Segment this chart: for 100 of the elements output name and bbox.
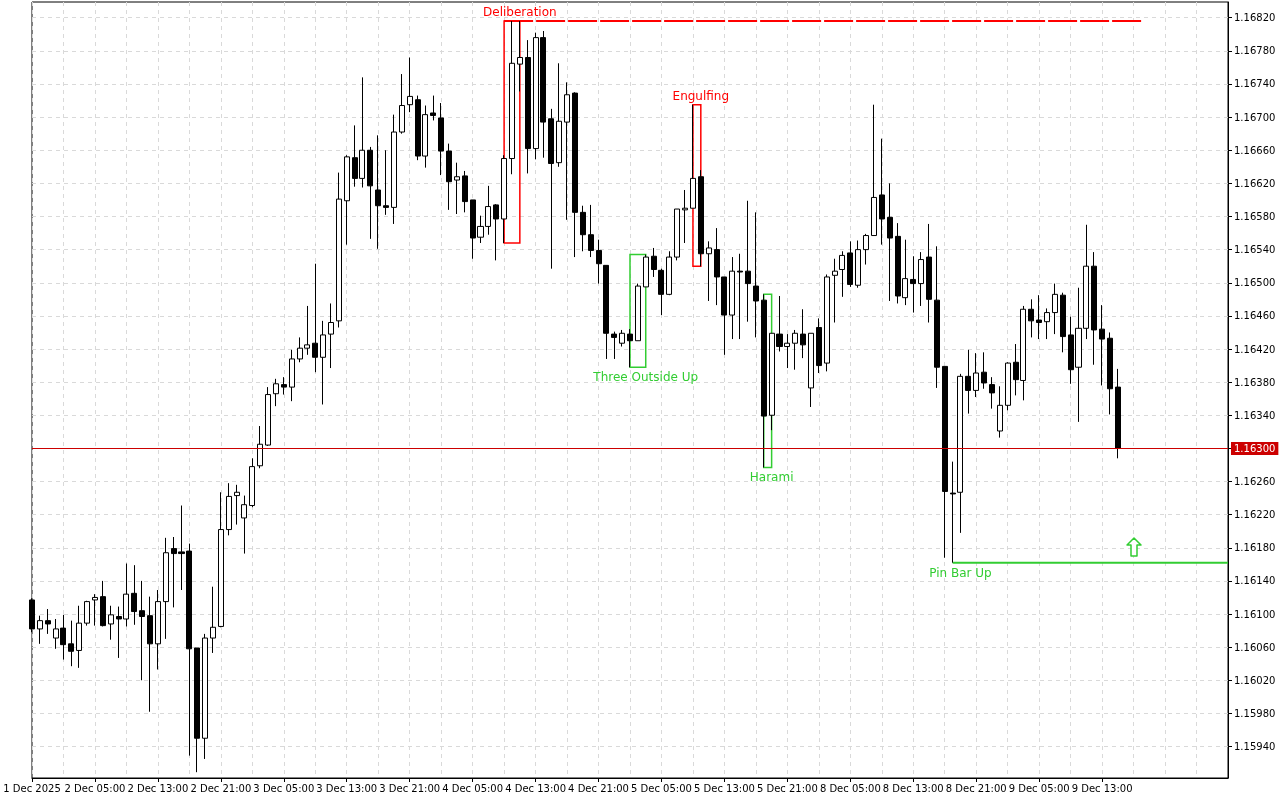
y-tick-label: 1.16340 bbox=[1234, 409, 1276, 421]
candlestick bbox=[1036, 294, 1042, 340]
candlestick bbox=[194, 647, 200, 773]
candlestick bbox=[399, 73, 405, 135]
candlestick bbox=[336, 172, 342, 328]
candlestick bbox=[407, 56, 413, 113]
x-tick-label: 3 Dec 13:00 bbox=[316, 782, 378, 794]
candlestick bbox=[910, 255, 916, 314]
candlestick bbox=[257, 425, 263, 469]
x-tick-label: 5 Dec 05:00 bbox=[631, 782, 692, 794]
candlestick bbox=[934, 245, 940, 389]
candlestick bbox=[501, 154, 507, 244]
x-tick-label: 4 Dec 13:00 bbox=[505, 782, 567, 794]
candlestick bbox=[241, 495, 247, 555]
candlestick bbox=[588, 204, 594, 258]
candlestick bbox=[643, 254, 649, 288]
candlestick bbox=[92, 593, 98, 627]
candlestick bbox=[131, 564, 137, 626]
candlestick bbox=[517, 20, 523, 92]
x-tick-label: 4 Dec 05:00 bbox=[442, 782, 504, 794]
y-tick-label: 1.16100 bbox=[1234, 608, 1276, 620]
candlestick bbox=[800, 308, 806, 359]
annotation: Deliberation bbox=[483, 5, 557, 20]
y-tick-label: 1.16380 bbox=[1234, 376, 1276, 388]
candlestick bbox=[564, 81, 570, 221]
candlestick bbox=[383, 149, 389, 216]
candlestick bbox=[627, 328, 633, 368]
x-tick-label: 2 Dec 13:00 bbox=[127, 782, 189, 794]
x-tick-label: 4 Dec 21:00 bbox=[568, 782, 629, 794]
candlestick bbox=[218, 491, 224, 628]
candlestick bbox=[454, 162, 460, 215]
y-tick-label: 1.16460 bbox=[1234, 310, 1276, 322]
candlestick bbox=[745, 200, 751, 323]
candlestick bbox=[1091, 251, 1097, 366]
x-tick-label: 2 Dec 21:00 bbox=[190, 782, 252, 794]
candlestick bbox=[611, 331, 617, 360]
candlestick bbox=[1005, 361, 1011, 411]
candlestick bbox=[619, 329, 625, 348]
x-tick-label: 5 Dec 13:00 bbox=[693, 782, 755, 794]
candlestick bbox=[556, 62, 562, 168]
x-tick-label: 3 Dec 21:00 bbox=[379, 782, 441, 794]
candlestick bbox=[493, 203, 499, 261]
candlestick bbox=[1052, 283, 1058, 335]
candlestick bbox=[997, 385, 1003, 439]
candlestick bbox=[981, 351, 987, 390]
candlestick bbox=[37, 615, 43, 645]
y-tick-label: 1.16660 bbox=[1234, 144, 1276, 156]
y-tick-label: 1.16220 bbox=[1234, 509, 1276, 521]
candlestick bbox=[273, 378, 279, 407]
candlestick bbox=[926, 223, 932, 323]
candlestick bbox=[674, 208, 680, 261]
candlestick bbox=[462, 170, 468, 213]
candlestick bbox=[666, 250, 672, 296]
candlestick bbox=[651, 247, 657, 278]
candlestick bbox=[525, 39, 531, 174]
x-tick-label: 9 Dec 13:00 bbox=[1071, 782, 1133, 794]
candlestick bbox=[234, 484, 240, 526]
x-tick-label: 3 Dec 05:00 bbox=[253, 782, 315, 794]
candlestick bbox=[139, 580, 145, 681]
x-tick-label: 8 Dec 21:00 bbox=[945, 782, 1007, 794]
candlestick bbox=[603, 264, 609, 360]
candlestick bbox=[202, 633, 208, 760]
candlestick bbox=[737, 253, 743, 340]
candlestick bbox=[289, 349, 295, 402]
candlestick bbox=[918, 251, 924, 307]
candlestick bbox=[548, 108, 554, 270]
candlestick bbox=[509, 20, 515, 175]
candlestick bbox=[792, 329, 798, 371]
candlestick bbox=[84, 600, 90, 627]
candlestick bbox=[658, 268, 664, 316]
ref-line-label: 1.16300 bbox=[1234, 442, 1276, 454]
candlestick bbox=[698, 169, 704, 267]
candlestick bbox=[249, 457, 255, 508]
x-tick-label: 8 Dec 05:00 bbox=[819, 782, 881, 794]
x-tick-label: 8 Dec 13:00 bbox=[882, 782, 944, 794]
candlestick bbox=[965, 349, 971, 415]
candlestick bbox=[147, 596, 153, 713]
candlestick bbox=[832, 258, 838, 323]
x-tick-label: 9 Dec 05:00 bbox=[1008, 782, 1070, 794]
candlestick bbox=[635, 283, 641, 342]
y-tick-label: 1.16260 bbox=[1234, 476, 1276, 488]
candlestick bbox=[824, 273, 830, 372]
candlestick bbox=[1115, 368, 1121, 459]
candlestick bbox=[344, 154, 350, 246]
y-tick-label: 1.16540 bbox=[1234, 244, 1276, 256]
y-tick-label: 1.15980 bbox=[1234, 707, 1276, 719]
y-tick-label: 1.16620 bbox=[1234, 177, 1276, 189]
candlestick bbox=[446, 143, 452, 211]
candlestick bbox=[761, 293, 767, 468]
candlestick bbox=[690, 104, 696, 209]
candlestick bbox=[816, 317, 822, 374]
y-tick-label: 1.16420 bbox=[1234, 343, 1276, 355]
candlestick bbox=[430, 95, 436, 121]
candlestick bbox=[1099, 304, 1105, 386]
y-tick-label: 1.16580 bbox=[1234, 211, 1276, 222]
y-tick-label: 1.16140 bbox=[1234, 575, 1276, 587]
candlestick bbox=[863, 233, 869, 266]
candlestick bbox=[391, 114, 397, 225]
candlestick bbox=[879, 138, 885, 246]
candlestick bbox=[210, 586, 216, 654]
